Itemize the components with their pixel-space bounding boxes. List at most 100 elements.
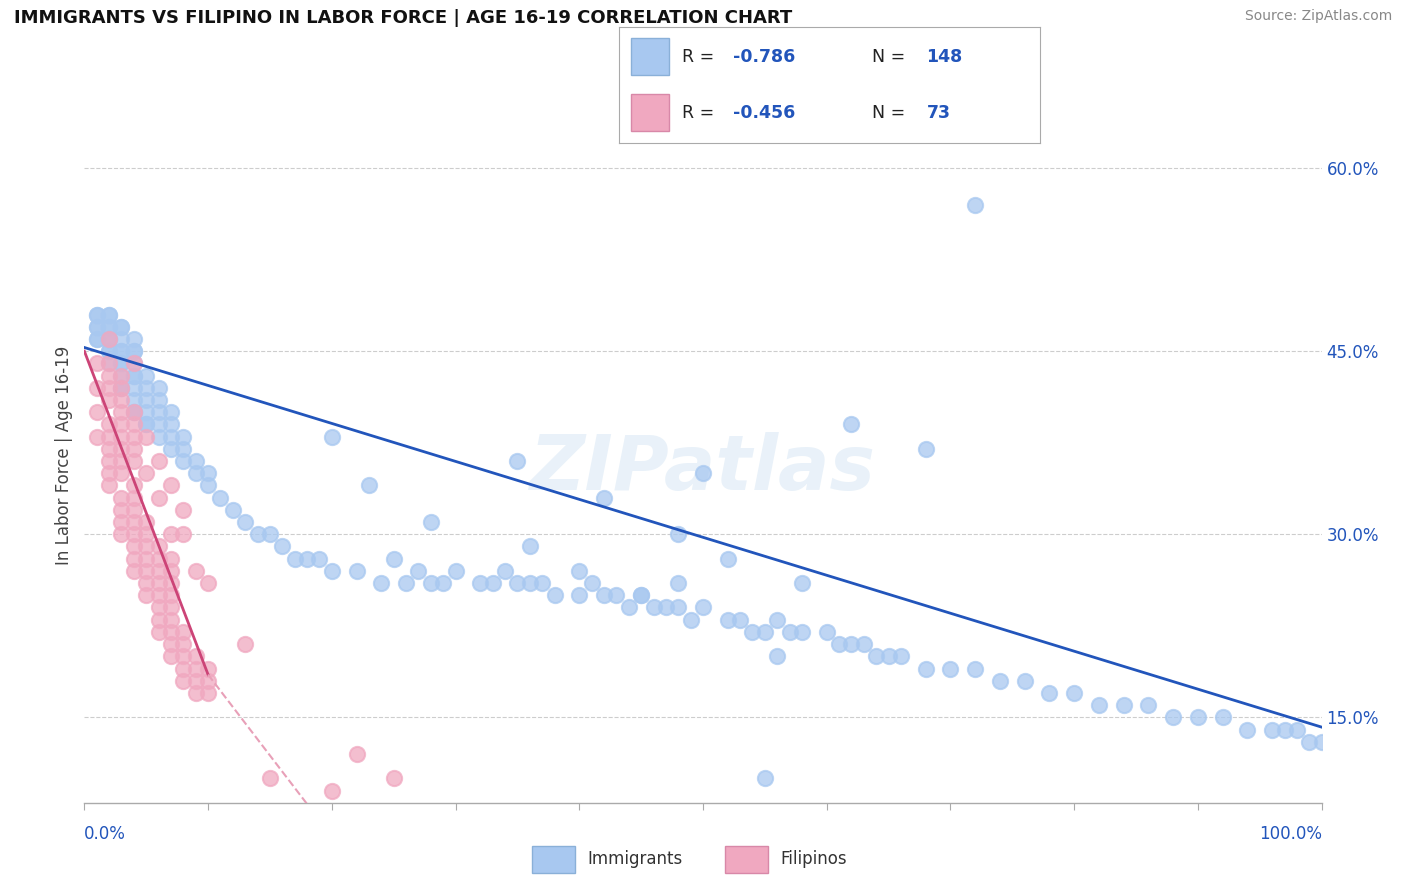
Point: [593, 491, 616, 505]
Point: [321, 429, 343, 443]
Point: [122, 429, 145, 443]
Point: [1310, 735, 1333, 749]
Point: [666, 576, 689, 591]
Point: [122, 405, 145, 419]
Point: [184, 661, 207, 675]
Point: [98, 467, 121, 481]
Point: [122, 344, 145, 359]
Point: [160, 588, 183, 602]
Point: [222, 503, 245, 517]
Point: [122, 515, 145, 529]
Point: [172, 527, 194, 541]
Point: [98, 319, 121, 334]
Point: [815, 624, 838, 639]
Text: Source: ZipAtlas.com: Source: ZipAtlas.com: [1244, 9, 1392, 23]
Point: [122, 332, 145, 346]
Point: [271, 540, 294, 554]
Point: [110, 454, 132, 468]
Point: [197, 673, 219, 688]
Point: [259, 527, 281, 541]
Point: [605, 588, 627, 602]
Point: [122, 564, 145, 578]
Point: [110, 429, 132, 443]
Point: [1285, 723, 1308, 737]
Point: [160, 564, 183, 578]
Point: [1038, 686, 1060, 700]
Point: [160, 527, 183, 541]
Point: [419, 515, 441, 529]
Point: [98, 308, 121, 322]
Point: [1137, 698, 1160, 713]
Point: [110, 392, 132, 407]
Point: [135, 405, 157, 419]
Text: 0.0%: 0.0%: [84, 825, 127, 843]
Point: [655, 600, 678, 615]
Point: [172, 429, 194, 443]
Point: [246, 527, 269, 541]
Point: [148, 405, 170, 419]
Point: [965, 661, 987, 675]
Point: [160, 405, 183, 419]
Point: [717, 551, 740, 566]
Point: [135, 392, 157, 407]
Point: [184, 467, 207, 481]
Point: [172, 637, 194, 651]
Point: [98, 356, 121, 370]
Point: [135, 564, 157, 578]
Point: [160, 624, 183, 639]
Point: [148, 540, 170, 554]
Point: [110, 381, 132, 395]
Point: [1112, 698, 1135, 713]
Point: [160, 551, 183, 566]
Point: [197, 478, 219, 492]
Point: [172, 454, 194, 468]
Point: [148, 392, 170, 407]
Point: [543, 588, 565, 602]
Point: [86, 356, 108, 370]
Point: [1088, 698, 1111, 713]
Point: [122, 491, 145, 505]
Point: [233, 515, 256, 529]
Point: [790, 576, 813, 591]
Point: [160, 442, 183, 456]
Point: [209, 491, 232, 505]
Text: Immigrants: Immigrants: [588, 849, 682, 868]
Point: [110, 442, 132, 456]
Point: [160, 417, 183, 432]
Point: [184, 686, 207, 700]
Point: [914, 661, 936, 675]
Point: [148, 564, 170, 578]
Point: [1261, 723, 1284, 737]
Point: [1236, 723, 1258, 737]
Point: [382, 772, 405, 786]
Point: [828, 637, 851, 651]
Point: [148, 576, 170, 591]
Text: ZIPatlas: ZIPatlas: [530, 432, 876, 506]
Point: [86, 332, 108, 346]
Point: [98, 319, 121, 334]
Point: [148, 381, 170, 395]
Point: [148, 429, 170, 443]
Point: [98, 368, 121, 383]
Point: [160, 600, 183, 615]
Point: [172, 661, 194, 675]
Point: [630, 588, 652, 602]
Point: [877, 649, 900, 664]
Point: [357, 478, 380, 492]
Point: [197, 576, 219, 591]
Point: [184, 454, 207, 468]
Point: [122, 405, 145, 419]
Point: [98, 308, 121, 322]
Point: [630, 588, 652, 602]
Point: [395, 576, 418, 591]
Point: [506, 576, 529, 591]
Point: [841, 417, 863, 432]
Point: [617, 600, 640, 615]
Point: [148, 491, 170, 505]
Point: [506, 454, 529, 468]
Point: [184, 564, 207, 578]
Point: [1063, 686, 1085, 700]
Point: [135, 417, 157, 432]
Point: [122, 417, 145, 432]
Point: [160, 429, 183, 443]
